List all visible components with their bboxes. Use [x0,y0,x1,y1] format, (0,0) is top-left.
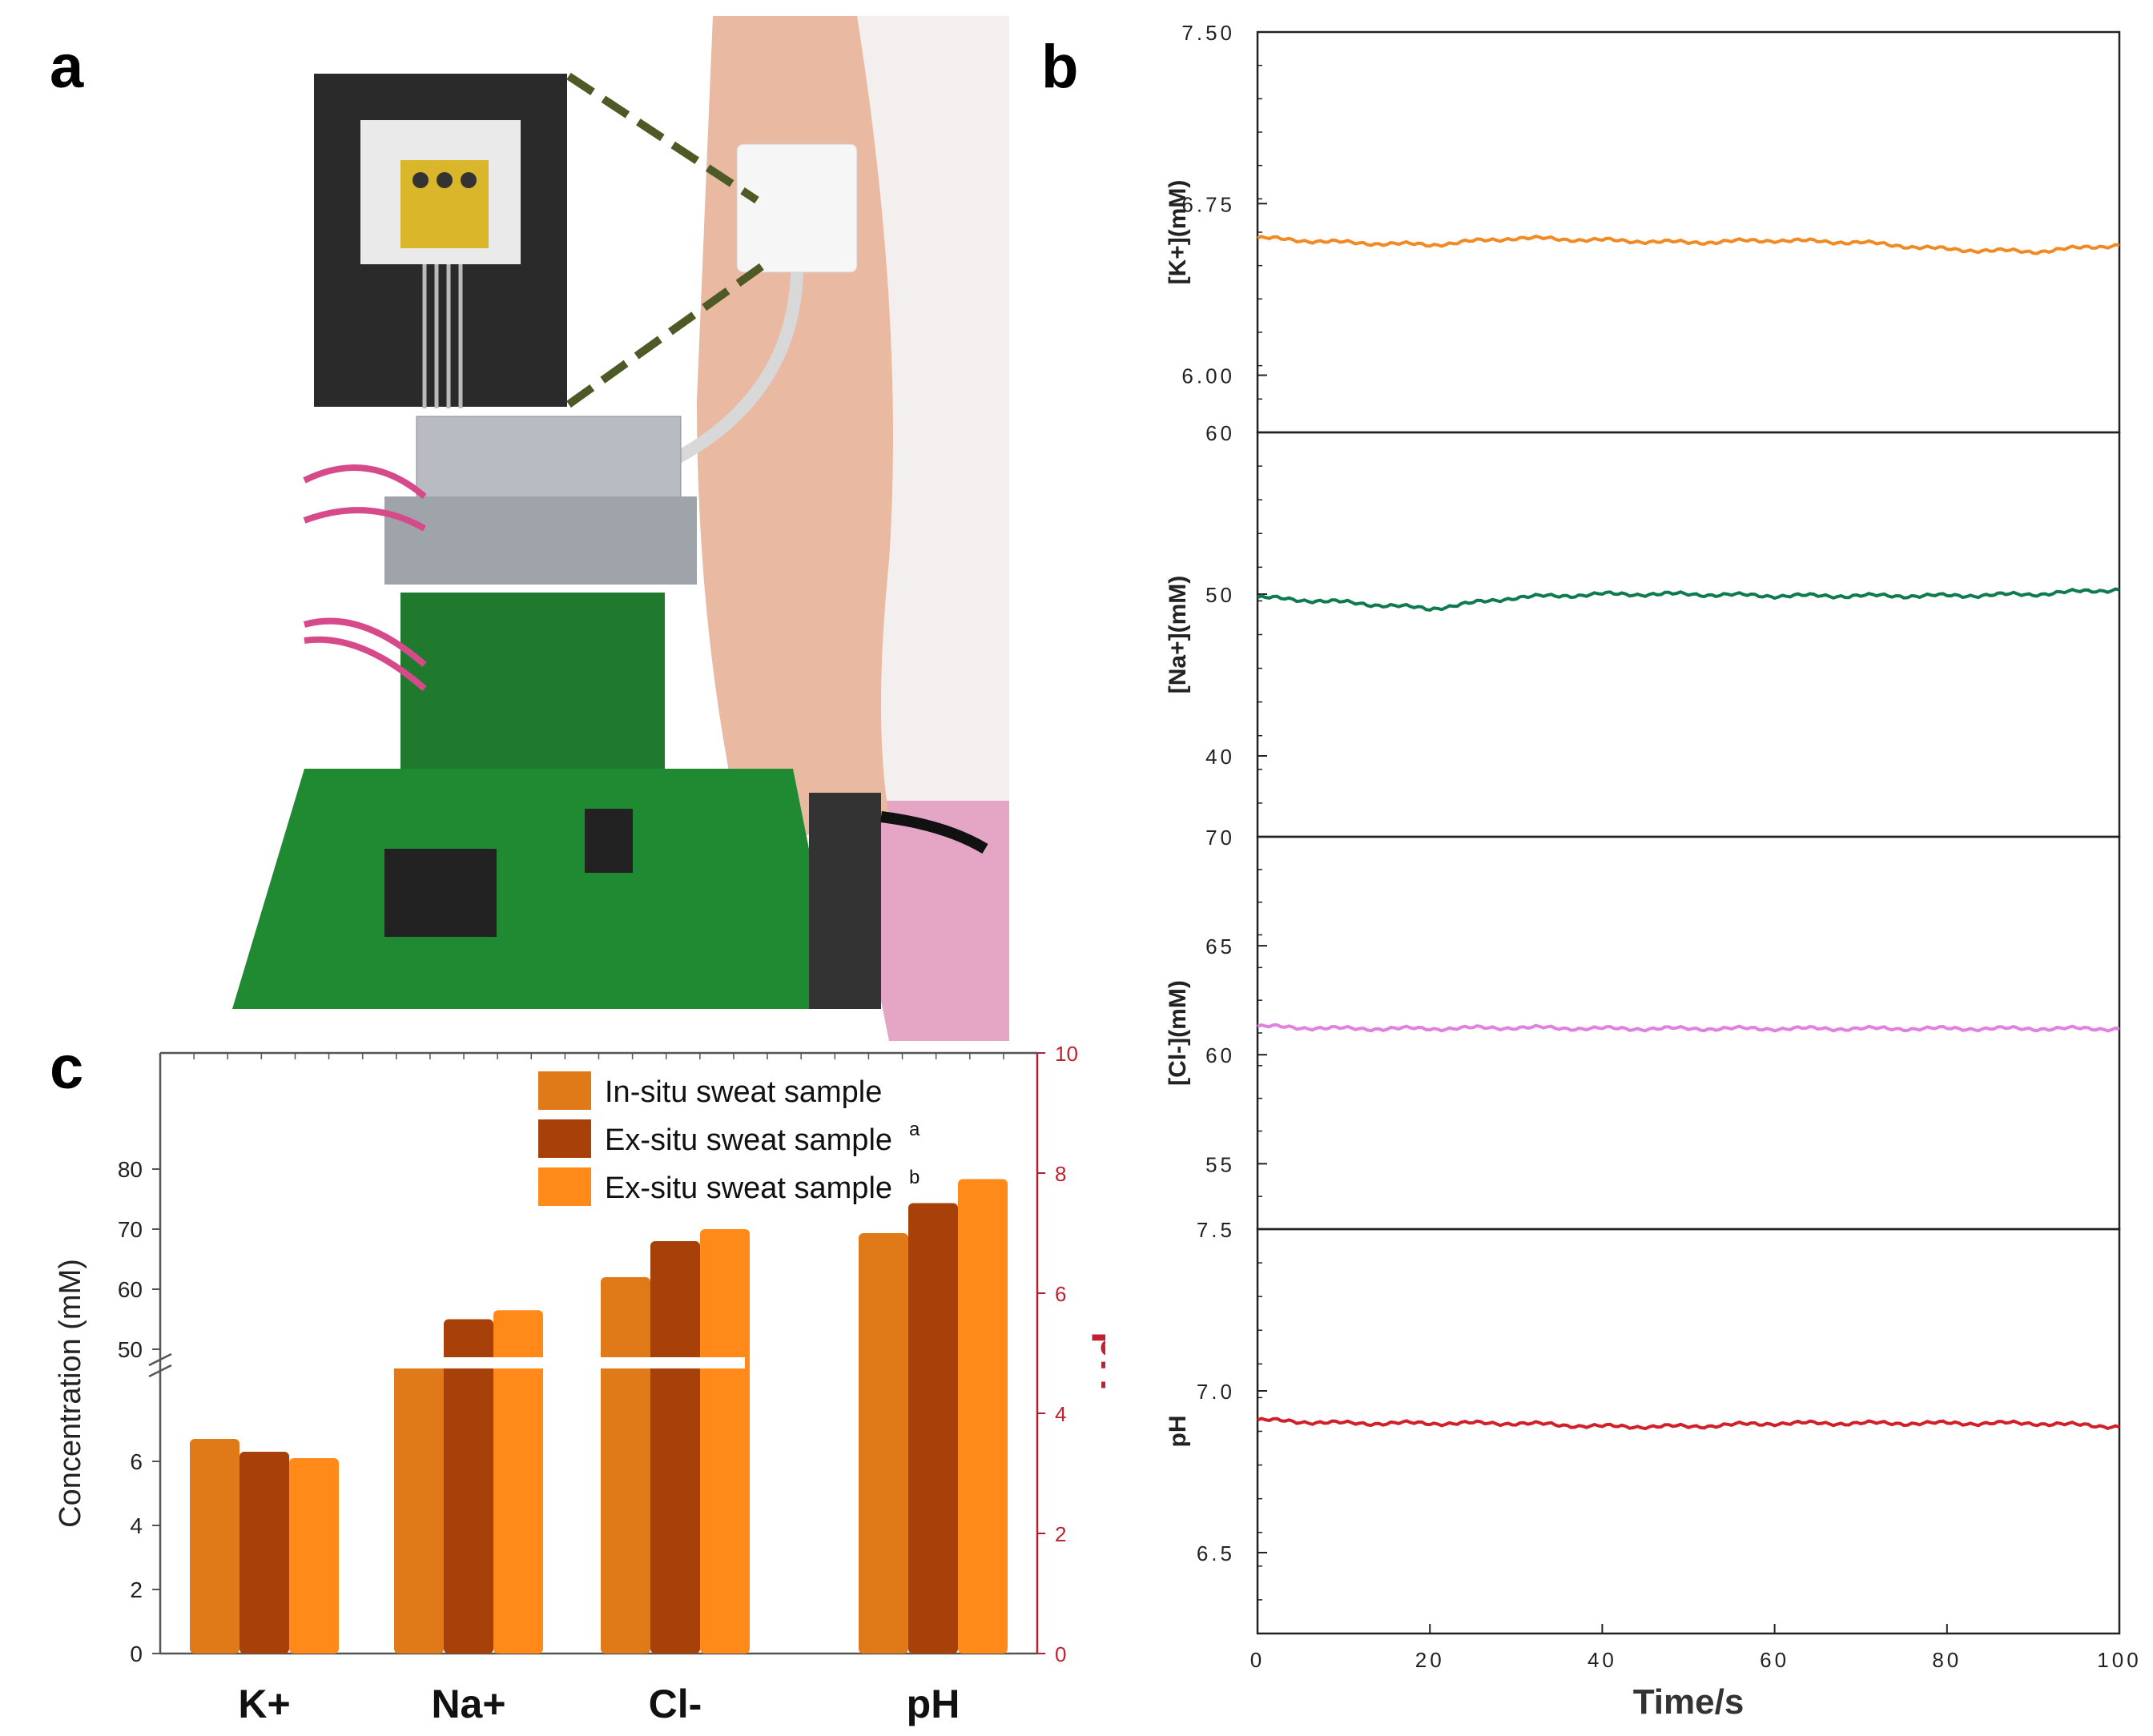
y-axis-label-right: pH [1092,1332,1105,1392]
y-tick-label-Na: 40 [1205,745,1235,769]
y-tick-label-pH: 6.5 [1197,1541,1235,1565]
category-label: pH [907,1682,960,1726]
legend-label-0: In-situ sweat sample [605,1075,882,1109]
left-tick-label-upper: 60 [118,1277,143,1302]
y-tick-label-Na: 60 [1205,421,1235,445]
legend-swatch-1 [538,1119,591,1158]
right-tick-label: 0 [1055,1642,1066,1666]
left-tick-label-lower: 6 [130,1449,143,1474]
skin-patch-icon [736,143,858,273]
legend-swatch-2 [538,1167,591,1206]
legend-superscript-2: b [909,1167,920,1188]
subplot-frame-Cl [1256,835,2121,1231]
y-tick-label-pH: 7.0 [1197,1380,1235,1404]
panel-label-a: a [50,33,84,101]
y-axis-label-Cl: [Cl-](mM) [1165,980,1191,1086]
y-tick-label-K: 7.50 [1181,21,1235,45]
subplot-frame-Na [1256,431,2121,838]
y-tick-label-Cl: 65 [1205,934,1235,958]
y-axis-label-pH: pH [1165,1416,1191,1448]
left-tick-label-lower: 2 [130,1577,143,1602]
right-tick-label: 6 [1055,1282,1066,1306]
sensor-photo [184,0,1009,1041]
left-tick-label-lower: 4 [130,1513,143,1538]
panel-label-c: c [50,1034,84,1102]
y-tick-label-Na: 50 [1205,583,1235,607]
circuit-board-upper-icon [400,593,665,769]
x-tick-label: 40 [1588,1648,1617,1672]
panel-label-b: b [1041,33,1079,101]
bar-1-2 [493,1310,543,1654]
bar-1-1 [444,1319,493,1654]
right-tick-label: 2 [1055,1522,1066,1546]
bar-3-2 [958,1179,1008,1654]
y-tick-label-Cl: 70 [1205,826,1235,850]
x-tick-label: 80 [1932,1648,1962,1672]
x-tick-label: 0 [1250,1648,1265,1672]
bar-0-0 [190,1439,239,1654]
y-tick-label-K: 6.75 [1181,192,1235,216]
chart-c-bar-chart: 80 70 60 50 6 4 2 0 10 8 6 4 2 0 Concentration (mM) pH K… [54,1042,1105,1726]
y-tick-label-pH: 7.5 [1197,1218,1235,1242]
x-tick-label: 60 [1760,1648,1789,1672]
bar-0-2 [289,1458,339,1654]
x-tick-label: 20 [1415,1648,1445,1672]
y-axis-label-K: [K+](mM) [1165,180,1191,285]
bar-break-gap [384,1357,745,1368]
series-line-Na [1257,587,2120,612]
chart-b-time-series: 7.506.756.00[K+](mM)605040[Na+](mM)70656… [1165,21,2141,1722]
subplot-frame-pH [1256,1228,2121,1635]
right-tick-label: 8 [1055,1162,1066,1186]
circuit-board-lower-icon [232,769,841,1009]
y-axis-label: Concentration (mM) [54,1259,87,1528]
subplot-frame-K [1256,30,2121,434]
right-tick-label: 10 [1055,1042,1078,1066]
y-tick-label-Cl: 55 [1205,1152,1235,1176]
category-label: Cl- [649,1682,702,1726]
right-tick-label: 4 [1055,1402,1066,1426]
bar-2-2 [700,1229,750,1654]
axis-break-icon [148,1352,172,1378]
category-label: K+ [238,1682,290,1726]
legend-label-1: Ex-situ sweat sample [605,1123,892,1157]
category-label: Na+ [431,1682,505,1726]
legend-swatch-0 [538,1071,591,1110]
left-tick-label-upper: 70 [118,1217,143,1242]
pink-pants-shape [841,801,1009,1041]
bar-2-1 [650,1241,700,1654]
bar-3-1 [908,1203,958,1654]
series-line-Cl [1257,1023,2120,1033]
bar-3-0 [859,1233,908,1654]
bar-2-0 [601,1277,650,1654]
bar-0-1 [239,1452,289,1654]
bar-1-0 [394,1361,444,1654]
left-tick-label-lower: 0 [130,1642,143,1666]
left-tick-label-upper: 80 [118,1157,143,1182]
series-line-K [1257,234,2120,255]
legend-superscript-1: a [909,1119,920,1140]
y-axis-label-Na: [Na+](mM) [1165,576,1191,694]
legend-label-2: Ex-situ sweat sample [605,1171,892,1205]
x-tick-label: 100 [2097,1648,2141,1672]
series-line-pH [1257,1417,2120,1431]
left-tick-label-upper: 50 [118,1337,143,1362]
y-tick-label-K: 6.00 [1181,364,1235,388]
y-tick-label-Cl: 60 [1205,1043,1235,1067]
x-axis-label: Time/s [1633,1682,1745,1722]
